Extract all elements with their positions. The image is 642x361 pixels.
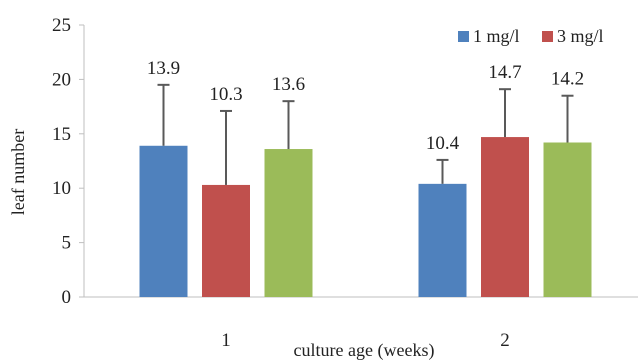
data-label: 10.3 — [209, 84, 242, 105]
y-tick-label: 20 — [52, 69, 71, 90]
legend-label: 3 mg/l — [557, 26, 604, 46]
y-tick-label: 0 — [62, 287, 72, 308]
bar — [264, 149, 313, 297]
y-tick-label: 25 — [52, 15, 71, 36]
x-tick-label: 2 — [500, 330, 510, 351]
y-axis-title: leaf number — [8, 129, 28, 215]
legend-swatch — [542, 31, 553, 42]
bar — [418, 183, 467, 297]
data-labels: 13.9 10.4 10.3 14.7 13.6 14.2 — [147, 58, 584, 154]
data-label: 13.9 — [147, 58, 180, 79]
bars — [139, 137, 592, 297]
bar — [202, 184, 250, 297]
data-label: 14.2 — [551, 69, 584, 90]
bar — [481, 137, 529, 297]
data-label: 14.7 — [488, 62, 521, 83]
data-label: 10.4 — [426, 133, 460, 154]
x-axis-title: culture age (weeks) — [294, 340, 435, 361]
bar — [139, 145, 188, 297]
y-tick-label: 5 — [62, 233, 72, 254]
x-tick-label: 1 — [221, 330, 231, 351]
legend: 1 mg/l 3 mg/l — [458, 26, 604, 46]
y-tick-label: 15 — [52, 124, 71, 145]
legend-label: 1 mg/l — [473, 26, 520, 46]
legend-swatch — [458, 31, 469, 42]
y-tick-label: 10 — [52, 178, 71, 199]
bar — [543, 142, 592, 297]
data-label: 13.6 — [272, 74, 305, 95]
error-bars — [157, 83, 574, 185]
y-axis: 0 5 10 15 20 25 — [52, 15, 85, 308]
